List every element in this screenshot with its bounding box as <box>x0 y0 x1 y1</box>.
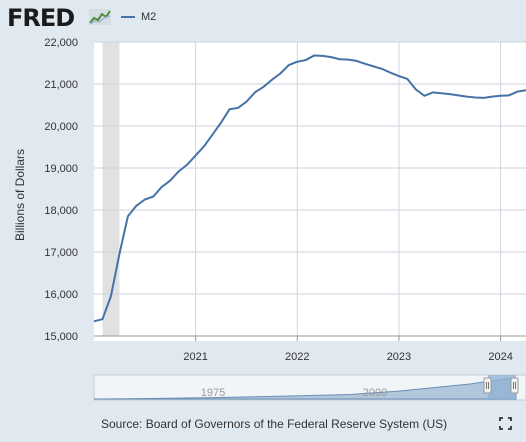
navigator-right-handle[interactable] <box>510 377 519 394</box>
line-chart: 15,000 16,000 17,000 18,000 19,000 20,000 21,0… <box>13 37 526 363</box>
legend-swatch <box>121 16 135 18</box>
fred-logo[interactable]: FRED <box>7 4 75 32</box>
y-tick-label-2: 17,000 <box>44 247 78 259</box>
fullscreen-icon[interactable] <box>499 417 512 430</box>
legend: M2 <box>121 10 156 24</box>
y-tick-label-6: 21,000 <box>44 79 78 91</box>
x-tick-labels: 2021 2022 2023 2024 <box>183 351 512 363</box>
x-tick-label-1: 2022 <box>285 351 309 363</box>
y-tick-label-1: 16,000 <box>44 289 78 301</box>
y-axis-label: Billions of Dollars <box>13 149 27 241</box>
series-layer <box>93 54 526 323</box>
recession-shading-layer <box>102 42 120 336</box>
y-tick-label-4: 19,000 <box>44 163 78 175</box>
y-tick-labels: 15,000 16,000 17,000 18,000 19,000 20,000 21,0… <box>44 37 78 343</box>
navigator-left-handle[interactable] <box>483 377 492 394</box>
navigator-tick-1975: 1975 <box>201 387 225 399</box>
y-tick-label-5: 20,000 <box>44 121 78 133</box>
navigator[interactable]: 1975 2000 <box>0 0 526 410</box>
navigator-tick-2000: 2000 <box>363 387 387 399</box>
y-tick-label-0: 15,000 <box>44 331 78 343</box>
y-tick-label-7: 22,000 <box>44 37 78 49</box>
source-note: Source: Board of Governors of the Federa… <box>101 417 448 431</box>
grid-lines <box>94 41 526 341</box>
legend-label-m2: M2 <box>141 11 157 23</box>
recession-band-0 <box>102 42 120 336</box>
x-tick-label-2: 2023 <box>387 351 411 363</box>
series-line-m2 <box>93 54 526 323</box>
header: FRED M2 <box>0 0 526 36</box>
x-tick-label-0: 2021 <box>183 351 207 363</box>
x-tick-label-3: 2024 <box>488 351 512 363</box>
y-tick-label-3: 18,000 <box>44 205 78 217</box>
plot-area <box>94 42 526 341</box>
fred-graph-icon <box>89 9 111 25</box>
